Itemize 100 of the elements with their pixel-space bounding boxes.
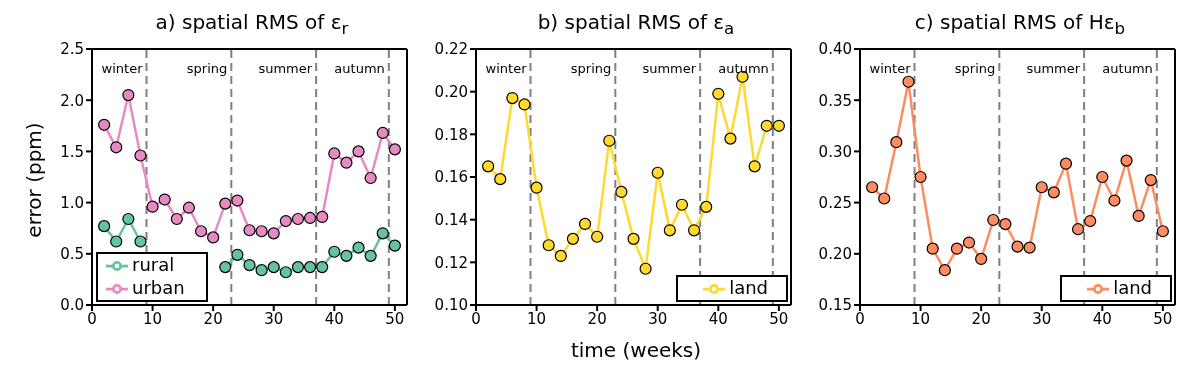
point <box>122 88 135 102</box>
point <box>554 249 567 263</box>
point <box>1108 194 1121 207</box>
y-tick-label: 0.0 <box>60 296 84 315</box>
point <box>328 147 341 160</box>
annotation: winter <box>869 60 912 76</box>
annotation: summer <box>258 60 313 76</box>
x-axis-title: time (weeks) <box>569 338 702 364</box>
point <box>340 249 353 262</box>
point <box>122 212 135 226</box>
point <box>134 149 147 162</box>
point <box>687 224 701 237</box>
y-tick-label: 0.20 <box>434 82 468 101</box>
point <box>158 193 171 206</box>
point <box>987 213 1000 227</box>
y-tick-label: 0.40 <box>818 40 852 59</box>
point <box>219 197 232 210</box>
point <box>255 264 268 277</box>
point <box>591 230 604 243</box>
point <box>279 214 292 228</box>
y-tick-label: 1.5 <box>60 142 84 161</box>
point <box>352 241 365 254</box>
annotation: summer <box>642 60 697 76</box>
annotation: spring <box>954 60 996 76</box>
y-tick-label: 0.22 <box>434 40 468 59</box>
point <box>578 217 592 231</box>
point <box>772 119 785 132</box>
point <box>975 252 988 266</box>
point <box>146 200 159 213</box>
point <box>1132 209 1145 223</box>
y-tick-label: 0.25 <box>818 193 852 212</box>
x-tick-label: 50 <box>1153 309 1173 328</box>
point <box>376 227 389 240</box>
point <box>328 245 341 258</box>
point <box>1023 241 1036 254</box>
point <box>291 212 305 226</box>
chart-title: a) spatial RMS of ε$_{r}$ <box>154 10 349 38</box>
point <box>1156 225 1169 238</box>
y-tick-label: 0.14 <box>434 210 468 229</box>
point <box>518 98 531 111</box>
point <box>134 235 147 248</box>
point <box>291 261 305 274</box>
point <box>890 136 903 149</box>
y-tick-label: 0.16 <box>434 168 468 187</box>
y-tick-label: 2.5 <box>60 40 84 59</box>
chart-title: b) spatial RMS of ε$_{a}$ <box>536 10 735 38</box>
point <box>700 200 713 213</box>
annotation: winter <box>485 60 528 76</box>
y-tick-label: 0.15 <box>818 296 852 315</box>
point <box>303 261 317 274</box>
point <box>243 224 256 237</box>
point <box>615 185 628 199</box>
point <box>866 181 879 194</box>
point <box>1084 214 1097 228</box>
legend-label: land <box>1113 277 1152 298</box>
legend-label: urban <box>132 277 185 298</box>
point <box>712 87 725 100</box>
annotation: winter <box>101 60 144 76</box>
point <box>950 242 964 255</box>
point <box>999 218 1012 231</box>
point <box>926 242 939 255</box>
point <box>1096 170 1109 184</box>
x-tick-label: 20 <box>587 309 607 328</box>
point <box>231 194 244 207</box>
point <box>170 212 183 226</box>
annotation: autumn <box>1102 60 1153 76</box>
point <box>675 198 689 211</box>
point <box>207 231 220 244</box>
x-tick-label: 30 <box>264 309 284 328</box>
annotation: autumn <box>334 60 385 76</box>
point <box>316 210 329 224</box>
x-tick-label: 40 <box>1092 309 1112 328</box>
point <box>506 91 519 105</box>
point <box>364 171 377 185</box>
point <box>267 261 280 274</box>
annotation: summer <box>1026 60 1081 76</box>
point <box>340 156 353 169</box>
x-tick-label: 10 <box>143 309 163 328</box>
point <box>1120 154 1133 167</box>
point <box>962 236 976 249</box>
point <box>1011 240 1024 253</box>
annotation: spring <box>570 60 612 76</box>
point <box>316 261 329 274</box>
point <box>376 126 389 140</box>
point <box>98 118 111 131</box>
point <box>194 225 208 238</box>
x-tick-label: 0 <box>87 309 97 328</box>
point <box>724 132 737 145</box>
x-tick-label: 0 <box>855 309 865 328</box>
y-tick-label: 2.0 <box>60 91 84 110</box>
y-tick-label: 0.5 <box>60 245 84 264</box>
point <box>878 192 891 205</box>
point <box>542 239 555 252</box>
x-tick-label: 20 <box>971 309 991 328</box>
x-tick-label: 50 <box>769 309 789 328</box>
legend-label: rural <box>132 254 175 275</box>
point <box>388 143 401 156</box>
point <box>279 266 292 279</box>
point <box>231 248 244 261</box>
point <box>1035 181 1048 194</box>
